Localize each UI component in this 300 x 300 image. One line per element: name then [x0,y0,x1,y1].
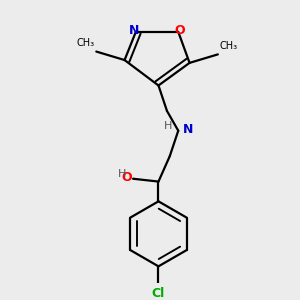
Text: H: H [118,169,126,179]
Text: N: N [182,123,193,136]
Text: Cl: Cl [152,287,165,300]
Text: CH₃: CH₃ [219,41,237,51]
Text: N: N [129,24,140,37]
Text: H: H [164,122,172,131]
Text: O: O [121,171,132,184]
Text: CH₃: CH₃ [77,38,95,48]
Text: O: O [174,24,185,37]
